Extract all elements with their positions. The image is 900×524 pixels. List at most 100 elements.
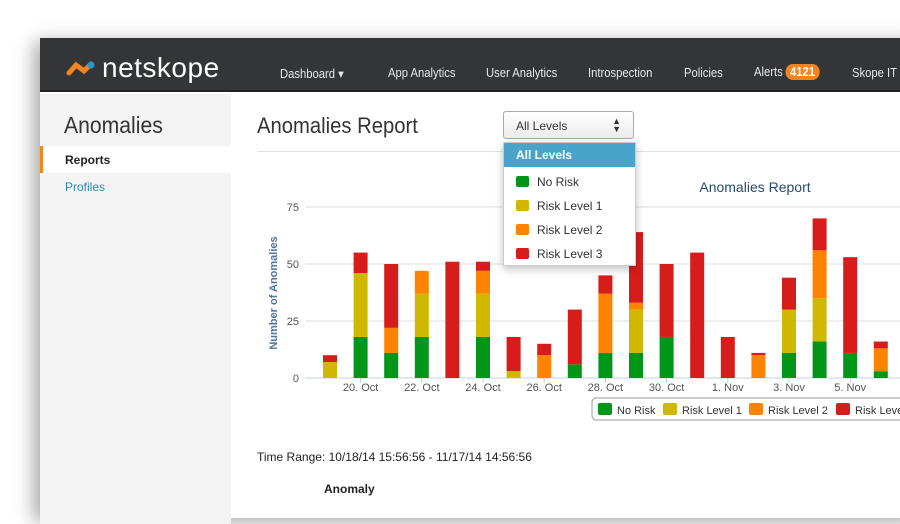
bar-segment-risk-level-1 <box>323 362 337 378</box>
bar-segment-risk-level-3 <box>812 218 827 251</box>
bar-segment-no-risk <box>812 341 827 378</box>
x-tick-label: 28. Oct <box>588 382 623 394</box>
nav-user-analytics[interactable]: User Analytics <box>486 66 558 80</box>
nav-skope-it[interactable]: Skope IT <box>852 66 898 80</box>
nav-policies[interactable]: Policies <box>684 66 723 80</box>
select-arrows-icon: ▲ ▼ <box>612 116 621 134</box>
page-title: Anomalies Report <box>257 113 418 138</box>
alerts-count-badge: 4121 <box>785 64 820 80</box>
bar-segment-risk-level-1 <box>812 298 827 342</box>
bar-segment-no-risk <box>659 336 674 378</box>
no-risk-swatch <box>516 176 529 187</box>
bar-segment-risk-level-1 <box>414 293 429 337</box>
nav-introspection[interactable]: Introspection <box>588 66 653 80</box>
legend-swatch <box>749 403 763 415</box>
bar-segment-no-risk <box>567 364 582 378</box>
netskope-logo[interactable]: netskope <box>66 52 220 84</box>
bar-segment-no-risk <box>873 371 888 378</box>
bar-segment-risk-level-3 <box>567 309 582 365</box>
y-tick-label: 0 <box>293 373 299 385</box>
bar-segment-risk-level-3 <box>537 343 552 356</box>
y-tick-label: 25 <box>287 316 299 328</box>
x-tick-label: 22. Oct <box>404 382 439 394</box>
nav-app-analytics[interactable]: App Analytics <box>388 66 456 80</box>
option-risk-level-3[interactable]: Risk Level 3 <box>504 239 635 263</box>
bar-segment-no-risk <box>476 336 490 378</box>
sidebar-item-reports[interactable]: Reports <box>40 146 231 173</box>
bar-segment-risk-level-2 <box>751 355 766 378</box>
y-axis-label: Number of Anomalies <box>268 236 280 349</box>
chart-title: Anomalies Report <box>699 179 810 195</box>
nav-alerts[interactable]: Alerts 4121 <box>754 64 820 80</box>
legend-swatch <box>836 403 850 415</box>
level-select[interactable]: All Levels ▲ ▼ <box>503 111 634 139</box>
bar-segment-risk-level-3 <box>751 352 766 356</box>
bar-segment-no-risk <box>414 336 429 378</box>
legend-swatch <box>598 403 612 415</box>
bar-segment-no-risk <box>629 352 643 378</box>
sidebar: Anomalies Reports Profiles <box>40 94 231 524</box>
y-tick-label: 50 <box>287 259 299 271</box>
bar-segment-no-risk <box>843 352 858 378</box>
bar-segment-risk-level-1 <box>782 309 796 353</box>
bar-segment-risk-level-2 <box>598 293 613 353</box>
sidebar-item-profiles[interactable]: Profiles <box>65 180 106 194</box>
risk-level-2-swatch <box>516 224 529 235</box>
option-risk-level-1[interactable]: Risk Level 1 <box>504 191 635 215</box>
bar-segment-risk-level-3 <box>353 252 368 274</box>
bar-segment-risk-level-3 <box>506 336 521 372</box>
chart-legend: No Risk Risk Level 1 Risk Level 2 Risk Leve… <box>591 397 900 421</box>
sidebar-title: Anomalies <box>64 112 163 138</box>
level-dropdown-menu: All Levels No Risk Risk Level 1 Risk Lev… <box>503 142 636 266</box>
bar-segment-risk-level-2 <box>629 302 643 310</box>
bar-segment-risk-level-3 <box>843 257 858 353</box>
bar-segment-no-risk <box>782 352 796 378</box>
bar-segment-no-risk <box>353 336 368 378</box>
bar-segment-risk-level-1 <box>629 309 643 353</box>
anomalies-chart: Anomalies Report Number of Anomalies 0 25… <box>268 179 900 421</box>
x-tick-label: 1. Nov <box>712 382 744 394</box>
bar-segment-risk-level-2 <box>384 327 399 353</box>
legend-label: No Risk <box>617 405 656 417</box>
option-all-levels[interactable]: All Levels <box>504 143 635 167</box>
legend-swatch <box>663 403 677 415</box>
option-risk-level-2[interactable]: Risk Level 2 <box>504 215 635 239</box>
caret-down-icon: ▾ <box>338 67 344 81</box>
legend-label: Risk Level 1 <box>682 405 742 417</box>
x-tick-label: 30. Oct <box>649 382 684 394</box>
bar-segment-risk-level-3 <box>690 252 705 378</box>
bar-segment-risk-level-3 <box>384 264 399 328</box>
risk-level-3-swatch <box>516 248 529 259</box>
bar-segment-risk-level-3 <box>476 261 490 271</box>
x-tick-label: 26. Oct <box>526 382 561 394</box>
bar-segment-risk-level-2 <box>812 250 827 299</box>
bar-segment-risk-level-2 <box>414 270 429 294</box>
bar-segment-risk-level-2 <box>537 355 552 378</box>
y-tick-label: 75 <box>287 202 299 214</box>
x-tick-label: 5. Nov <box>834 382 866 394</box>
option-no-risk[interactable]: No Risk <box>504 167 635 191</box>
bar-segment-risk-level-2 <box>873 348 888 372</box>
bar-segment-risk-level-1 <box>476 293 490 337</box>
bar-segment-no-risk <box>598 352 613 378</box>
table-header-anomaly: Anomaly <box>324 482 375 496</box>
nav-dashboard[interactable]: Dashboard ▾ <box>280 67 344 81</box>
bar-segment-risk-level-3 <box>445 261 460 378</box>
bar-segment-risk-level-3 <box>323 355 337 363</box>
app-window: netskope Dashboard ▾ App Analytics User … <box>40 38 900 524</box>
x-tick-label: 3. Nov <box>773 382 805 394</box>
netskope-logo-icon <box>66 61 95 76</box>
risk-level-1-swatch <box>516 200 529 211</box>
time-range: Time Range: 10/18/14 15:56:56 - 11/17/14… <box>257 450 532 464</box>
bar-segment-risk-level-2 <box>476 270 490 294</box>
logo-text: netskope <box>102 52 220 83</box>
x-tick-label: 24. Oct <box>465 382 500 394</box>
bar-segment-risk-level-1 <box>506 371 521 378</box>
bar-segment-risk-level-3 <box>782 277 796 310</box>
bar-segment-risk-level-3 <box>720 336 735 378</box>
legend-label: Risk Level 3 <box>855 405 900 417</box>
bar-segment-risk-level-1 <box>353 273 368 337</box>
top-nav-bar: netskope Dashboard ▾ App Analytics User … <box>40 38 900 92</box>
bar-segment-risk-level-3 <box>659 264 674 337</box>
bar-segment-risk-level-3 <box>873 341 888 349</box>
